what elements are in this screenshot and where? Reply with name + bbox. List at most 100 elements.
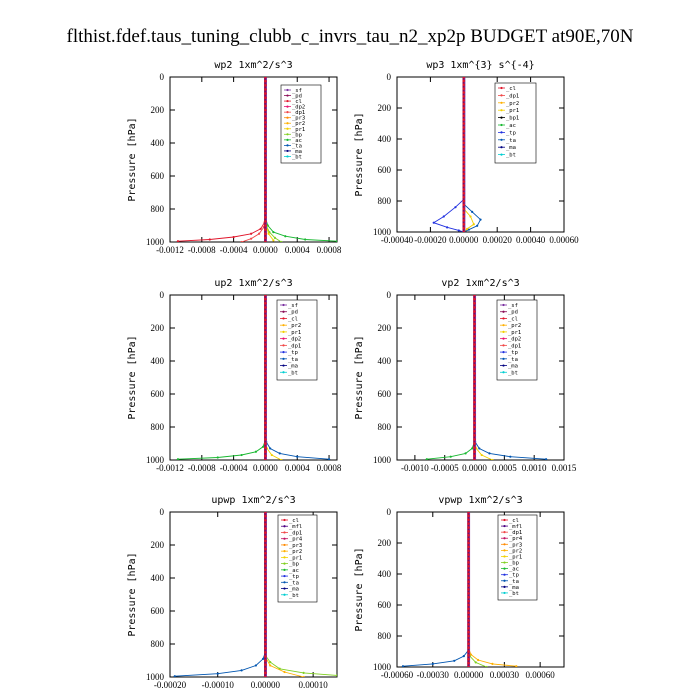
plot-frame	[396, 294, 565, 461]
series-point-cl	[232, 235, 235, 239]
zero-profile-point	[264, 195, 267, 198]
series-point-ta	[401, 665, 405, 667]
zero-profile-point	[473, 376, 476, 379]
series-point-bp	[485, 665, 488, 667]
zero-profile-point	[462, 199, 466, 203]
series-point-cl	[208, 238, 211, 241]
x-tick-label: 0.0010	[522, 463, 547, 473]
zero-profile-point	[473, 306, 476, 309]
zero-profile-point	[467, 514, 470, 518]
y-tick-label: 0	[387, 72, 392, 82]
x-tick-label: 0.00060	[526, 670, 556, 680]
legend-marker	[286, 127, 289, 130]
x-tick-label: 0.0000	[462, 463, 487, 473]
zero-profile-point	[473, 454, 476, 458]
legend-marker	[500, 131, 503, 134]
chart-title: upwp 1xm^2/s^3	[211, 495, 295, 506]
zero-profile-point	[264, 295, 267, 297]
series-point-pr2	[469, 653, 473, 656]
zero-profile-point	[467, 646, 470, 649]
series-point-ta	[278, 452, 281, 455]
y-tick-label: 200	[378, 538, 392, 548]
zero-profile-point	[264, 207, 267, 211]
legend-entry: _dp2	[288, 337, 301, 343]
legend-marker	[502, 344, 505, 347]
zero-profile-point	[473, 372, 476, 375]
y-tick-label: 400	[151, 356, 165, 366]
legend-marker	[286, 149, 289, 153]
legend-entry: _bp1	[506, 116, 519, 122]
series-line-ta	[463, 203, 482, 232]
zero-profile-point	[264, 178, 267, 182]
zero-profile-point	[473, 359, 476, 363]
zero-profile-point	[264, 589, 267, 592]
zero-profile-point	[462, 168, 466, 172]
zero-profile-point	[264, 174, 267, 178]
chart-panel-4: vp2 1xm^2/s^3 Pressure [hPa] 0 200 400 600 800…	[354, 278, 577, 473]
zero-profile-point	[467, 588, 470, 591]
legend-marker	[503, 518, 506, 522]
zero-profile-point	[264, 108, 267, 112]
zero-profile-point	[462, 153, 466, 156]
zero-profile-point	[264, 232, 267, 236]
legend-marker	[500, 109, 503, 112]
zero-profile-point	[462, 83, 466, 87]
legend-entry: _tp	[289, 574, 299, 580]
zero-profile-point	[264, 675, 267, 677]
zero-profile-point	[264, 568, 267, 572]
legend-entry: _dp2	[508, 337, 521, 343]
zero-profile-point	[264, 100, 267, 104]
legend-marker	[286, 144, 289, 147]
legend-box	[496, 299, 538, 381]
zero-profile-point	[264, 638, 267, 642]
zero-profile-point	[264, 663, 267, 666]
legend-entry: _cl	[292, 99, 302, 105]
zero-profile-point	[467, 530, 470, 533]
series-point-tp	[446, 226, 449, 229]
legend-box	[276, 299, 318, 381]
zero-profile-point	[462, 226, 466, 230]
zero-profile-point	[467, 549, 470, 553]
y-tick-label: 1000	[373, 227, 392, 237]
series-point-ac	[266, 224, 269, 227]
zero-profile-point	[462, 141, 466, 145]
legend-marker	[283, 518, 286, 522]
legend-marker	[286, 111, 289, 114]
zero-profile-point	[264, 154, 267, 157]
zero-profile-point	[467, 634, 470, 638]
zero-profile-point	[264, 564, 267, 567]
zero-profile-point	[462, 102, 466, 106]
zero-profile-point	[264, 339, 267, 342]
zero-profile-point	[264, 121, 267, 124]
zero-profile-point	[473, 295, 476, 297]
legend-marker	[286, 133, 289, 136]
zero-profile-point	[264, 129, 267, 132]
series-point-bp	[280, 240, 283, 242]
zero-profile-point	[264, 405, 267, 408]
zero-profile-point	[473, 417, 476, 421]
y-tick-label: 1000	[146, 672, 165, 682]
y-tick-label: 0	[160, 507, 165, 517]
legend-marker	[283, 537, 286, 540]
page-title: flthist.fdef.taus_tuning_clubb_c_invrs_t…	[67, 26, 634, 47]
y-tick-label: 600	[378, 600, 392, 610]
zero-profile-point	[264, 166, 267, 170]
legend-entry: _bp	[289, 562, 299, 568]
legend-entry: _dp1	[292, 110, 305, 116]
zero-profile-point	[264, 613, 267, 617]
y-tick-label: 800	[378, 631, 392, 641]
zero-profile-point	[462, 188, 466, 191]
legend-entry: _cl	[506, 86, 516, 92]
legend-marker	[500, 94, 503, 97]
x-tick-label: -0.0005	[431, 463, 459, 473]
legend-entry: _pd	[288, 310, 298, 316]
series-point-pr2	[477, 658, 480, 662]
zero-profile-point	[264, 421, 267, 425]
zero-profile-point	[462, 191, 466, 195]
legend-marker	[503, 531, 506, 534]
series-point-pr2	[515, 665, 518, 667]
zero-profile-point	[473, 314, 476, 317]
zero-profile-point	[462, 211, 466, 214]
y-tick-label: 400	[378, 356, 392, 366]
legend-entry: _ta	[289, 580, 299, 586]
